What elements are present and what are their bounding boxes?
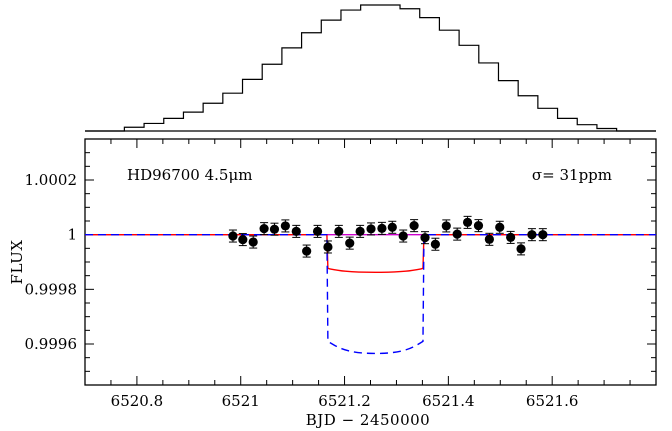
data-point: [441, 221, 451, 231]
data-point: [238, 234, 248, 245]
data-point: [387, 222, 397, 232]
data-point: [430, 239, 440, 249]
target-annotation: HD96700 4.5μm: [127, 166, 252, 184]
y-tick-label: 0.9998: [25, 280, 78, 298]
data-points: [228, 215, 548, 258]
data-point: [280, 221, 290, 231]
data-point: [291, 226, 301, 236]
histogram-steps: [85, 4, 656, 132]
x-ticks: 6520.8 6521 6521.2 6521.4 6521.6: [84, 139, 657, 410]
data-point: [420, 233, 430, 243]
data-point: [473, 221, 484, 231]
data-point: [398, 231, 408, 241]
data-point: [259, 224, 269, 234]
data-point: [366, 224, 376, 234]
y-tick-label: 0.9996: [25, 335, 78, 353]
data-point: [334, 226, 344, 236]
shallow-transit-model-curve: [85, 233, 656, 274]
data-point: [228, 231, 238, 241]
data-point: [516, 244, 526, 254]
data-point: [377, 223, 387, 233]
data-point: [355, 226, 365, 236]
y-ticks: 0.9996 0.9998 1 1.0002: [25, 138, 656, 386]
data-point: [495, 222, 505, 232]
y-axis-title: FLUX: [8, 240, 26, 285]
sigma-annotation: σ= 31ppm: [532, 166, 612, 184]
data-point: [302, 246, 312, 256]
data-point: [345, 238, 355, 248]
data-point: [409, 221, 419, 231]
y-tick-label: 1.0002: [25, 171, 78, 189]
y-tick-label: 1: [67, 226, 77, 244]
x-tick-label: 6521.4: [422, 392, 475, 410]
data-point: [323, 242, 333, 252]
data-point: [538, 230, 548, 240]
lightcurve-panel: 6520.8 6521 6521.2 6521.4 6521.6 0.99960.999…: [8, 138, 657, 429]
x-tick-label: 6521.6: [526, 392, 579, 410]
data-point: [506, 232, 516, 242]
data-point: [527, 230, 537, 240]
x-tick-label: 6521: [222, 392, 260, 410]
deep-transit-model-curve: [85, 233, 656, 355]
data-point: [462, 217, 473, 227]
data-point: [484, 234, 494, 244]
x-tick-label: 6520.8: [111, 392, 164, 410]
data-point: [452, 229, 462, 239]
x-tick-label: 6521.2: [318, 392, 371, 410]
data-point: [312, 226, 323, 236]
x-axis-title: BJD − 2450000: [306, 411, 430, 429]
model-curves: [85, 233, 656, 355]
data-point: [269, 224, 280, 234]
data-point: [248, 237, 258, 247]
histogram-panel: [85, 4, 656, 132]
